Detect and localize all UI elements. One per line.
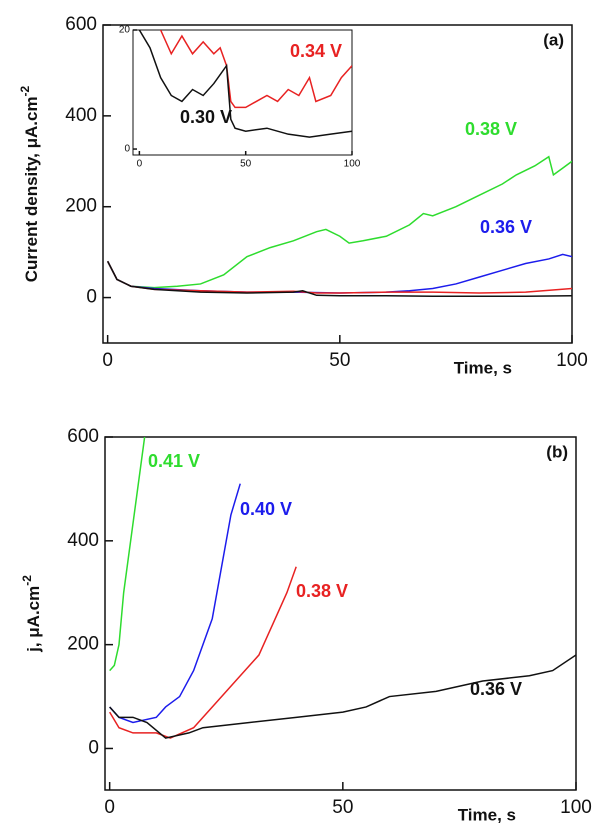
x-tick-label: 100	[560, 797, 592, 818]
x-tick-label: 0	[137, 159, 143, 170]
series-line	[106, 260, 572, 297]
series-label: 0.40 V	[240, 499, 292, 519]
x-tick-label: 50	[240, 159, 252, 170]
series-line	[138, 30, 352, 138]
inset-series-label: 0.30 V	[180, 107, 232, 127]
x-tick-label: 0	[104, 797, 115, 818]
y-axis-label: Current density, μA.cm-2	[18, 85, 41, 282]
y-tick-label: 600	[65, 14, 97, 35]
series-group	[109, 437, 576, 739]
y-tick-label: 400	[65, 105, 97, 126]
series-label: 0.36 V	[480, 217, 532, 237]
series-label: 0.41 V	[148, 451, 200, 471]
x-tick-label: 100	[556, 350, 588, 371]
y-tick-label: 0	[86, 287, 97, 308]
y-tick-label: 0	[124, 144, 130, 155]
series-line	[109, 566, 297, 739]
y-tick-label: 600	[67, 426, 99, 447]
series-line	[159, 30, 352, 109]
inset-series-label: 0.34 V	[290, 41, 342, 61]
panel-label: (b)	[546, 442, 568, 461]
panel-label: (a)	[543, 30, 564, 49]
x-axis-label: Time, s	[458, 805, 516, 823]
series-label: 0.38 V	[296, 581, 348, 601]
x-axis-label: Time, s	[454, 358, 512, 377]
y-tick-label: 200	[65, 196, 97, 217]
x-tick-label: 100	[344, 159, 361, 170]
series-label: 0.36 V	[470, 679, 522, 699]
y-tick-label: 20	[119, 25, 131, 36]
plot-frame	[104, 436, 577, 791]
series-line	[106, 155, 572, 289]
y-axis-label-sup: -2	[20, 575, 34, 586]
x-tick-label: 50	[329, 350, 350, 371]
series-line	[109, 654, 576, 739]
y-tick-label: 400	[67, 530, 99, 551]
y-axis-label-sup: -2	[18, 85, 32, 96]
y-tick-label: 0	[88, 737, 99, 758]
series-label: 0.38 V	[465, 119, 517, 139]
x-tick-label: 0	[102, 350, 113, 371]
series-group	[138, 30, 352, 138]
x-tick-label: 50	[332, 797, 353, 818]
y-axis-label-text: j, μA.cm	[24, 586, 43, 653]
y-tick-label: 200	[67, 634, 99, 655]
y-axis-label-text: Current density, μA.cm	[22, 96, 41, 282]
series-line	[109, 437, 146, 672]
series-line	[109, 483, 241, 724]
series-group	[106, 155, 572, 297]
y-axis-label: j, μA.cm-2	[20, 575, 43, 653]
